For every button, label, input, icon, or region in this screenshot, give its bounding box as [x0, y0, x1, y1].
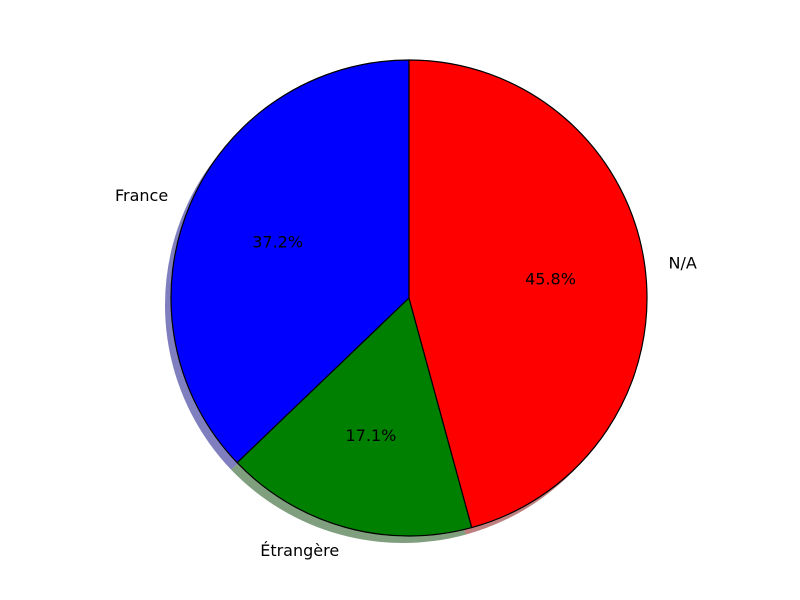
pie-slice-france	[170, 59, 410, 464]
slice-percent-etrangere: 17.1%	[346, 426, 397, 445]
label-layer: France 37.2% Étrangère 17.1% N/A 45.8%	[115, 186, 697, 560]
slice-percent-n-a: 45.8%	[525, 270, 576, 289]
pie-slice-n-a	[408, 59, 648, 529]
slice-label-france: France	[115, 186, 168, 205]
slice-label-etrangere: Étrangère	[260, 541, 339, 560]
slice-percent-france: 37.2%	[252, 232, 303, 251]
slice-label-n-a: N/A	[668, 254, 696, 273]
slice-layer	[170, 59, 648, 537]
pie-slice-etrangere	[236, 297, 473, 537]
